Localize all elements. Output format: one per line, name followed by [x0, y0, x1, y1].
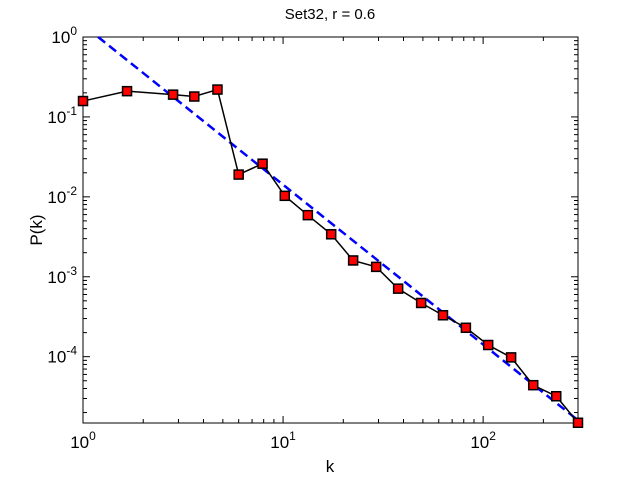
data-point: [527, 379, 539, 391]
data-point: [572, 417, 584, 429]
data-point: [392, 283, 404, 294]
data-point: [505, 352, 517, 363]
x-tick-label: 102: [470, 429, 496, 452]
data-point: [279, 190, 291, 202]
data-point: [212, 84, 223, 95]
y-tick-label: 10-1: [47, 104, 77, 127]
data-point: [482, 339, 494, 351]
y-tick-label: 10-3: [47, 264, 77, 287]
data-point: [460, 322, 472, 334]
x-axis-label: k: [326, 457, 335, 476]
y-tick-label: 10-4: [47, 344, 77, 367]
data-point: [302, 209, 314, 221]
data-point: [347, 255, 359, 266]
data-point: [167, 89, 179, 100]
data-point: [325, 229, 337, 240]
plot-area: [77, 36, 584, 429]
y-tick-label: 10-2: [47, 184, 77, 207]
chart-title: Set32, r = 0.6: [285, 6, 375, 23]
data-point: [189, 91, 200, 102]
data-point: [257, 158, 268, 169]
y-tick-label: 100: [51, 24, 77, 47]
data-point: [370, 261, 382, 273]
data-point: [437, 309, 449, 321]
data-point: [121, 85, 133, 97]
data-point: [233, 169, 244, 180]
fit-line: [97, 36, 579, 422]
y-axis-label: P(k): [27, 214, 46, 245]
axis-ticks: 100 101 102 100 10-1 10-2 10-3 10-4: [47, 24, 578, 452]
data-point: [550, 390, 562, 402]
data-point: [415, 297, 427, 309]
x-tick-label: 101: [270, 429, 296, 452]
data-point: [77, 95, 89, 107]
x-tick-label: 100: [70, 429, 96, 452]
